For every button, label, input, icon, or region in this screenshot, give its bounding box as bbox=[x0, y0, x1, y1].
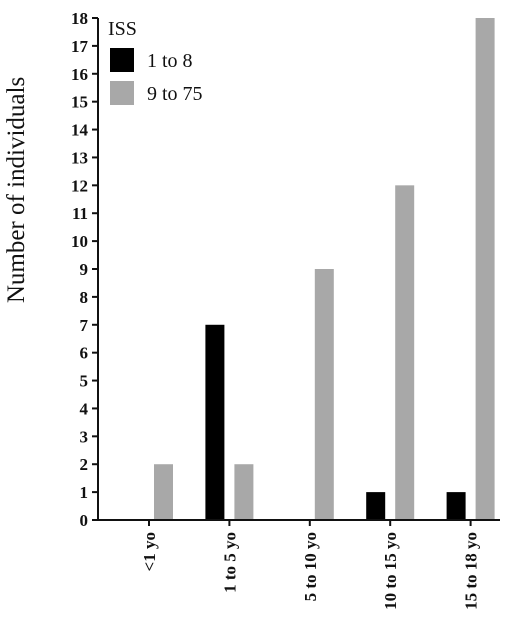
bar-iss-1-to-8 bbox=[366, 492, 386, 520]
legend: ISS 1 to 8 9 to 75 bbox=[108, 18, 203, 105]
bar-iss-9-to-75 bbox=[475, 18, 495, 520]
y-tick-label: 4 bbox=[80, 399, 89, 418]
legend-swatch bbox=[110, 48, 134, 72]
bar-iss-9-to-75 bbox=[234, 464, 254, 520]
y-tick-label: 14 bbox=[71, 121, 89, 140]
bar-iss-9-to-75 bbox=[314, 269, 334, 520]
y-tick-label: 1 bbox=[80, 483, 89, 502]
bars bbox=[154, 18, 495, 521]
legend-label: 1 to 8 bbox=[147, 50, 193, 72]
y-tick-label: 3 bbox=[80, 427, 89, 446]
legend-label: 9 to 75 bbox=[147, 83, 203, 105]
x-tick-label: 15 to 18 yo bbox=[462, 532, 481, 610]
y-tick-label: 11 bbox=[72, 204, 88, 223]
y-tick-label: 17 bbox=[71, 37, 89, 56]
y-tick-label: 16 bbox=[71, 65, 88, 84]
y-tick-label: 5 bbox=[80, 372, 89, 391]
y-tick-label: 9 bbox=[80, 260, 89, 279]
x-tick-label: 5 to 10 yo bbox=[301, 532, 320, 601]
y-tick-label: 2 bbox=[80, 455, 89, 474]
legend-title: ISS bbox=[108, 18, 137, 40]
x-tick-label: 1 to 5 yo bbox=[220, 532, 239, 593]
y-tick-label: 7 bbox=[80, 316, 89, 335]
y-tick-label: 13 bbox=[71, 148, 88, 167]
x-tick-label: 10 to 15 yo bbox=[381, 532, 400, 610]
bar-iss-1-to-8 bbox=[446, 492, 466, 520]
y-tick-label: 10 bbox=[71, 232, 88, 251]
y-tick-label: 8 bbox=[80, 288, 89, 307]
y-tick-label: 15 bbox=[71, 93, 88, 112]
y-tick-label: 6 bbox=[80, 344, 89, 363]
bar-iss-9-to-75 bbox=[154, 464, 173, 520]
y-tick-label: 0 bbox=[80, 511, 89, 530]
y-tick-label: 18 bbox=[71, 9, 88, 28]
x-tick-label: <1 yo bbox=[140, 532, 159, 571]
legend-swatch bbox=[110, 81, 134, 105]
y-tick-label: 12 bbox=[71, 176, 88, 195]
bar-iss-9-to-75 bbox=[395, 185, 415, 521]
bar-iss-1-to-8 bbox=[205, 324, 225, 520]
x-axis-ticks: <1 yo 1 to 5 yo 5 to 10 yo 10 to 15 yo 15 to… bbox=[140, 520, 481, 610]
y-axis-title: Number of individuals bbox=[3, 77, 30, 303]
